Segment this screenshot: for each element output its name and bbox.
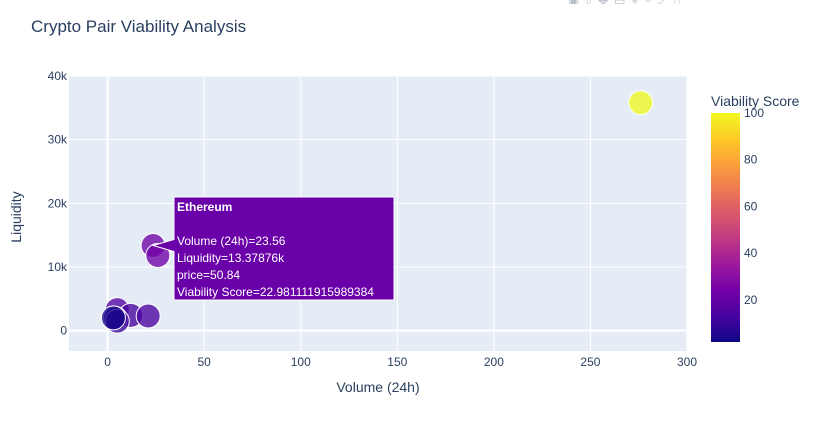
x-tick-label: 150: [387, 355, 407, 369]
tooltip-line: price=50.84: [177, 268, 240, 282]
colorbar-tick-label: 80: [744, 153, 758, 167]
x-tick-label: 200: [484, 355, 504, 369]
y-tick-label: 30k: [48, 133, 68, 147]
tooltip-title: Ethereum: [177, 200, 232, 214]
y-tick-label: 10k: [48, 260, 68, 274]
autoscale-icon[interactable]: ⤢: [658, 0, 674, 4]
y-axis-label: Liquidity: [8, 191, 24, 242]
y-tick-label: 40k: [48, 69, 68, 83]
x-tick-label: 100: [291, 355, 311, 369]
box-select-icon[interactable]: ▭: [614, 0, 631, 4]
y-tick-label: 20k: [48, 196, 68, 210]
chart-title: Crypto Pair Viability Analysis: [31, 17, 246, 36]
data-point[interactable]: [100, 305, 126, 331]
data-point[interactable]: [145, 243, 171, 269]
pan-icon[interactable]: ✥: [598, 0, 614, 4]
x-tick-label: 300: [677, 355, 697, 369]
x-tick-label: 50: [198, 355, 212, 369]
colorbar-tick-label: 100: [744, 106, 764, 120]
reset-icon[interactable]: ⌂: [673, 0, 686, 4]
hover-tooltip: Ethereum Volume (24h)=23.56 Liquidity=13.3…: [151, 196, 395, 301]
colorbar[interactable]: [711, 113, 740, 342]
y-tick-label: 0: [60, 324, 67, 338]
modebar: ▣⌕✥▭+−⤢⌂: [568, 0, 824, 4]
tooltip-line: Volume (24h)=23.56: [177, 234, 286, 248]
zoom-out-icon[interactable]: −: [645, 0, 658, 4]
data-point[interactable]: [135, 303, 161, 329]
x-tick-label: 0: [104, 355, 111, 369]
zoom-icon[interactable]: ⌕: [585, 0, 598, 4]
colorbar-tick-label: 60: [744, 199, 758, 213]
x-tick-label: 250: [580, 355, 600, 369]
zoom-in-icon[interactable]: +: [631, 0, 644, 4]
tooltip-line: Viability Score=22.981111915989384: [177, 285, 374, 299]
tooltip-line: Liquidity=13.37876k: [177, 251, 285, 265]
tooltip-box: [151, 196, 395, 301]
x-axis-label: Volume (24h): [336, 379, 419, 395]
x-tick-labels: 0 50 100 150 200 250 300: [104, 355, 697, 369]
data-points: [100, 90, 654, 334]
camera-icon[interactable]: ▣: [568, 0, 585, 4]
colorbar-tick-label: 40: [744, 246, 758, 260]
colorbar-tick-label: 20: [744, 293, 758, 307]
y-tick-labels: 0 10k 20k 30k 40k: [48, 69, 68, 338]
colorbar-title: Viability Score: [711, 93, 800, 109]
colorbar-tick-labels: 20 40 60 80 100: [744, 106, 764, 307]
data-point[interactable]: [628, 90, 654, 116]
